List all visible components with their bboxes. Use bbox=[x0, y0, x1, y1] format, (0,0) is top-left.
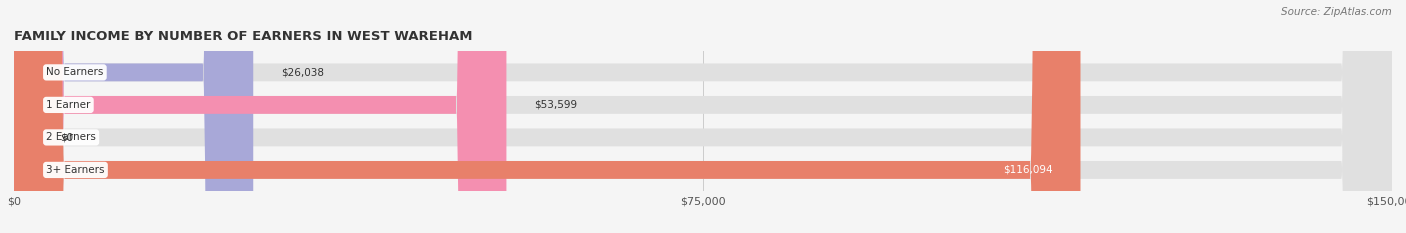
FancyBboxPatch shape bbox=[14, 0, 1392, 233]
Text: FAMILY INCOME BY NUMBER OF EARNERS IN WEST WAREHAM: FAMILY INCOME BY NUMBER OF EARNERS IN WE… bbox=[14, 30, 472, 43]
FancyBboxPatch shape bbox=[14, 0, 506, 233]
FancyBboxPatch shape bbox=[14, 0, 253, 233]
Text: 1 Earner: 1 Earner bbox=[46, 100, 90, 110]
FancyBboxPatch shape bbox=[14, 0, 1392, 233]
FancyBboxPatch shape bbox=[14, 0, 1080, 233]
Text: $26,038: $26,038 bbox=[281, 67, 323, 77]
Text: $53,599: $53,599 bbox=[534, 100, 576, 110]
Text: No Earners: No Earners bbox=[46, 67, 104, 77]
FancyBboxPatch shape bbox=[14, 0, 1392, 233]
Text: Source: ZipAtlas.com: Source: ZipAtlas.com bbox=[1281, 7, 1392, 17]
FancyBboxPatch shape bbox=[14, 0, 1392, 233]
Text: $116,094: $116,094 bbox=[1004, 165, 1053, 175]
Text: 3+ Earners: 3+ Earners bbox=[46, 165, 104, 175]
Text: $0: $0 bbox=[60, 132, 73, 142]
Text: 2 Earners: 2 Earners bbox=[46, 132, 96, 142]
